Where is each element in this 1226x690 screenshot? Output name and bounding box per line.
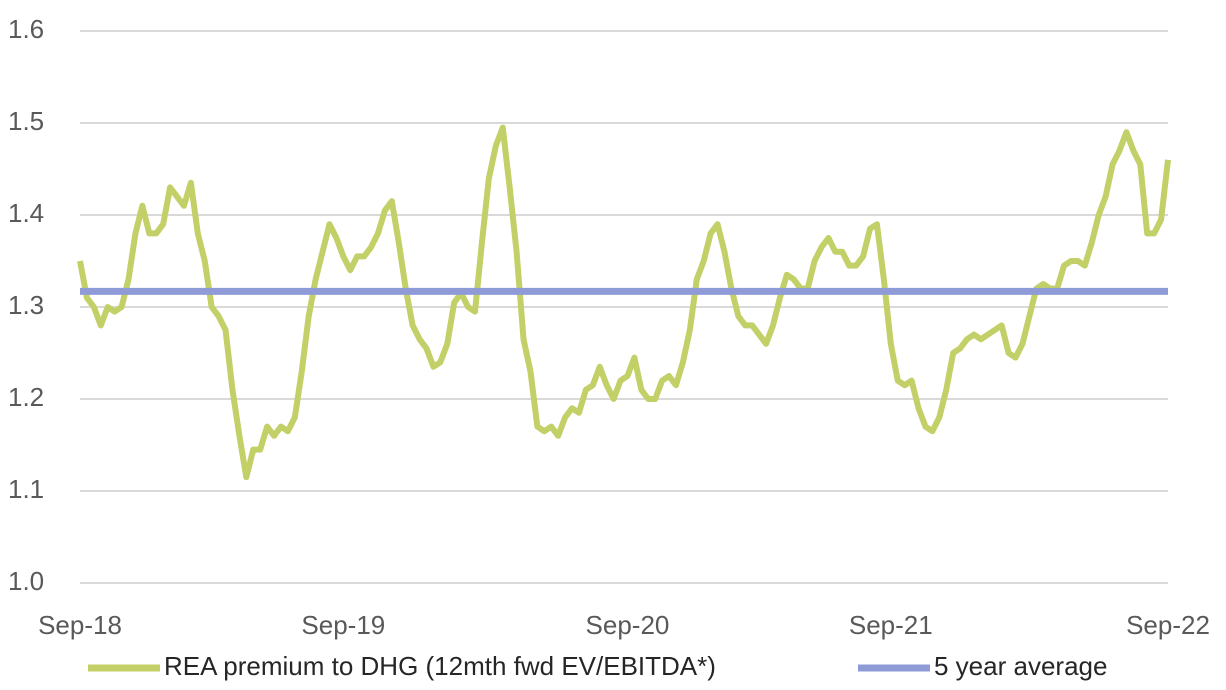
data-line: [77, 124, 1171, 481]
x-tick-label: Sep-20: [586, 610, 670, 640]
y-tick-label: 1.3: [8, 290, 44, 320]
legend-label: 5 year average: [934, 651, 1107, 681]
y-tick-label: 1.0: [8, 566, 44, 596]
x-tick-label: Sep-22: [1126, 610, 1210, 640]
legend-label: REA premium to DHG (12mth fwd EV/EBITDA*…: [164, 651, 716, 681]
x-tick-label: Sep-19: [301, 610, 385, 640]
x-tick-label: Sep-18: [38, 610, 122, 640]
y-tick-label: 1.6: [8, 14, 44, 44]
y-tick-label: 1.5: [8, 106, 44, 136]
y-tick-label: 1.4: [8, 198, 44, 228]
x-tick-label: Sep-21: [849, 610, 933, 640]
y-tick-label: 1.1: [8, 474, 44, 504]
y-tick-label: 1.2: [8, 382, 44, 412]
